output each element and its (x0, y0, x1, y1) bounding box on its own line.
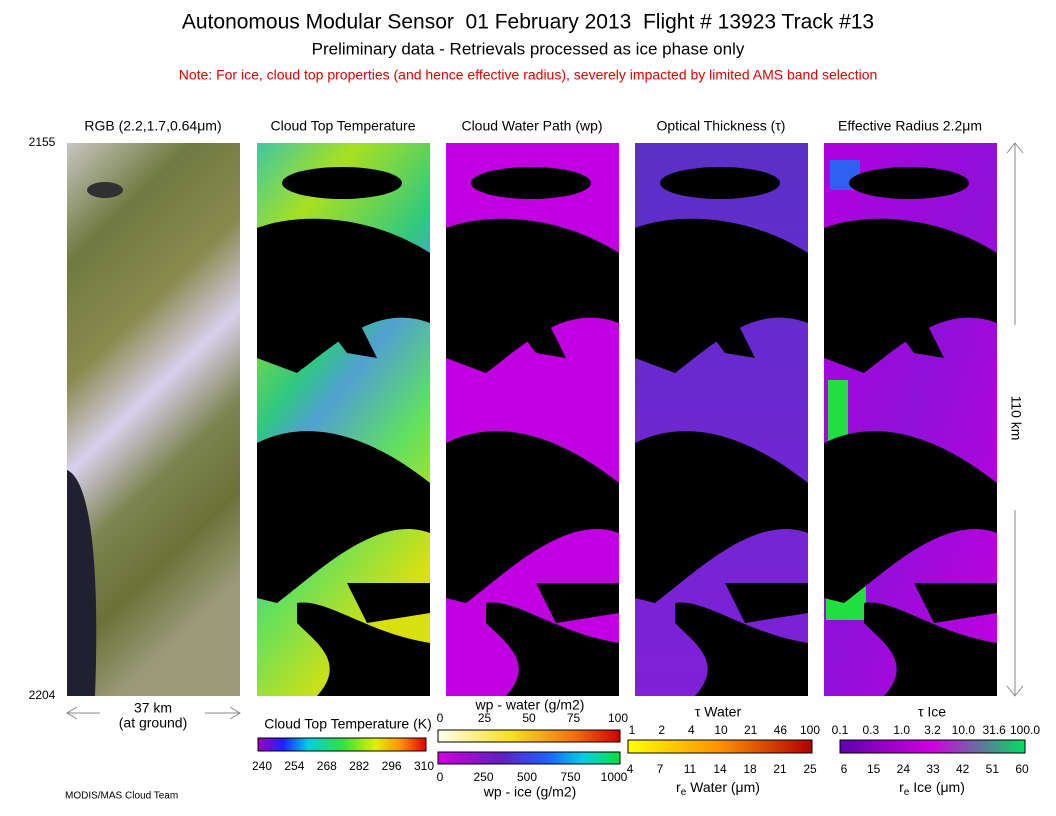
colorbar-label: τ Ice (918, 704, 946, 720)
colorbar-label: wp - ice (g/m2) (483, 784, 577, 800)
colorbar-tick-label: 7 (657, 762, 664, 776)
colorbar-tick-label: 10.0 (952, 723, 976, 737)
colorbar-tick-label: 250 (473, 770, 493, 784)
footer: MODIS/MAS Cloud Team (65, 791, 178, 802)
colorbar-tick-label: 50 (522, 711, 536, 725)
panel-label: Cloud Top Temperature (270, 118, 415, 134)
colorbar-tick-label: 42 (956, 762, 970, 776)
scanline-end: 2204 (29, 688, 56, 702)
panel-label: Cloud Water Path (wp) (461, 118, 602, 134)
colorbar-tick-label: 296 (382, 759, 402, 773)
colorbar-tick-label: 1 (629, 723, 636, 737)
across-arrow (66, 706, 241, 720)
colorbar-tick-label: 60 (1015, 762, 1029, 776)
optical-thickness-image (635, 143, 808, 696)
temperature-image (257, 143, 430, 696)
colorbar-tick-label: 33 (926, 762, 940, 776)
colorbar-tick-label: 51 (986, 762, 1000, 776)
colorbar-tick-label: 11 (684, 762, 697, 776)
colorbar-tick-label: 100 (608, 711, 628, 725)
colorbar-tick-label: 15 (867, 762, 881, 776)
colorbar-tick-label: 3.2 (924, 723, 941, 737)
colorbar-tick-label: 24 (897, 762, 911, 776)
along-arrow (1006, 142, 1024, 697)
scanline-start: 2155 (29, 135, 56, 149)
colorbar-tick-label: 46 (774, 723, 788, 737)
water-path-image (446, 143, 619, 696)
panel-label: Optical Thickness (τ) (657, 118, 786, 134)
colorbar-tick-label: 21 (744, 723, 758, 737)
colorbar-tick-label: 310 (414, 759, 434, 773)
colorbar-tick-label: 0 (437, 770, 444, 784)
colorbar-tick-label: 1000 (601, 770, 628, 784)
note: Note: For ice, cloud top properties (and… (179, 67, 878, 83)
colorbar-tick-label: 18 (743, 762, 757, 776)
colorbar-tick-label: 268 (317, 759, 337, 773)
colorbar-tick-label: 100 (800, 723, 820, 737)
along-scale: 110 km (1008, 396, 1024, 441)
colorbar-label: re Ice (μm) (899, 779, 965, 798)
colorbar-tick-label: 100.0 (1010, 723, 1040, 737)
colorbar-tick-label: 25 (803, 762, 817, 776)
rgb-image (67, 143, 240, 696)
colorbar (437, 729, 621, 743)
title: Autonomous Modular Sensor 01 February 20… (182, 11, 874, 34)
subtitle: Preliminary data - Retrievals processed … (312, 39, 745, 58)
colorbar-tick-label: 0.3 (862, 723, 879, 737)
colorbar-tick-label: 240 (252, 759, 272, 773)
across-note: (at ground) (119, 715, 187, 731)
panel-label: Effective Radius 2.2μm (838, 118, 982, 134)
colorbar-tick-label: 0 (437, 711, 444, 725)
colorbar-tick-label: 254 (284, 759, 304, 773)
panel-label: RGB (2.2,1.7,0.64μm) (84, 118, 221, 134)
colorbar-tick-label: 6 (841, 762, 848, 776)
colorbar-label: τ Water (695, 704, 742, 720)
across-scale: 37 km (134, 700, 172, 716)
colorbar-tick-label: 500 (517, 770, 537, 784)
colorbar-label: re Water (μm) (676, 779, 760, 798)
colorbar (437, 751, 621, 765)
colorbar-tick-label: 14 (713, 762, 727, 776)
colorbar (257, 737, 427, 752)
colorbar-tick-label: 4 (627, 762, 634, 776)
colorbar-tick-label: 282 (349, 759, 369, 773)
colorbar-tick-label: 750 (560, 770, 580, 784)
colorbar-label: wp - water (g/m2) (475, 697, 585, 713)
colorbar-tick-label: 25 (478, 711, 492, 725)
colorbar-tick-label: 4 (688, 723, 695, 737)
colorbar (627, 739, 813, 754)
colorbar-tick-label: 10 (714, 723, 728, 737)
colorbar (839, 739, 1026, 754)
colorbar-tick-label: 2 (658, 723, 665, 737)
colorbar-tick-label: 31.6 (982, 723, 1006, 737)
colorbar-tick-label: 21 (773, 762, 787, 776)
colorbar-tick-label: 0.1 (832, 723, 849, 737)
colorbar-tick-label: 75 (567, 711, 581, 725)
effective-radius-image (824, 143, 997, 696)
colorbar-label: Cloud Top Temperature (K) (264, 716, 432, 732)
colorbar-tick-label: 1.0 (893, 723, 910, 737)
